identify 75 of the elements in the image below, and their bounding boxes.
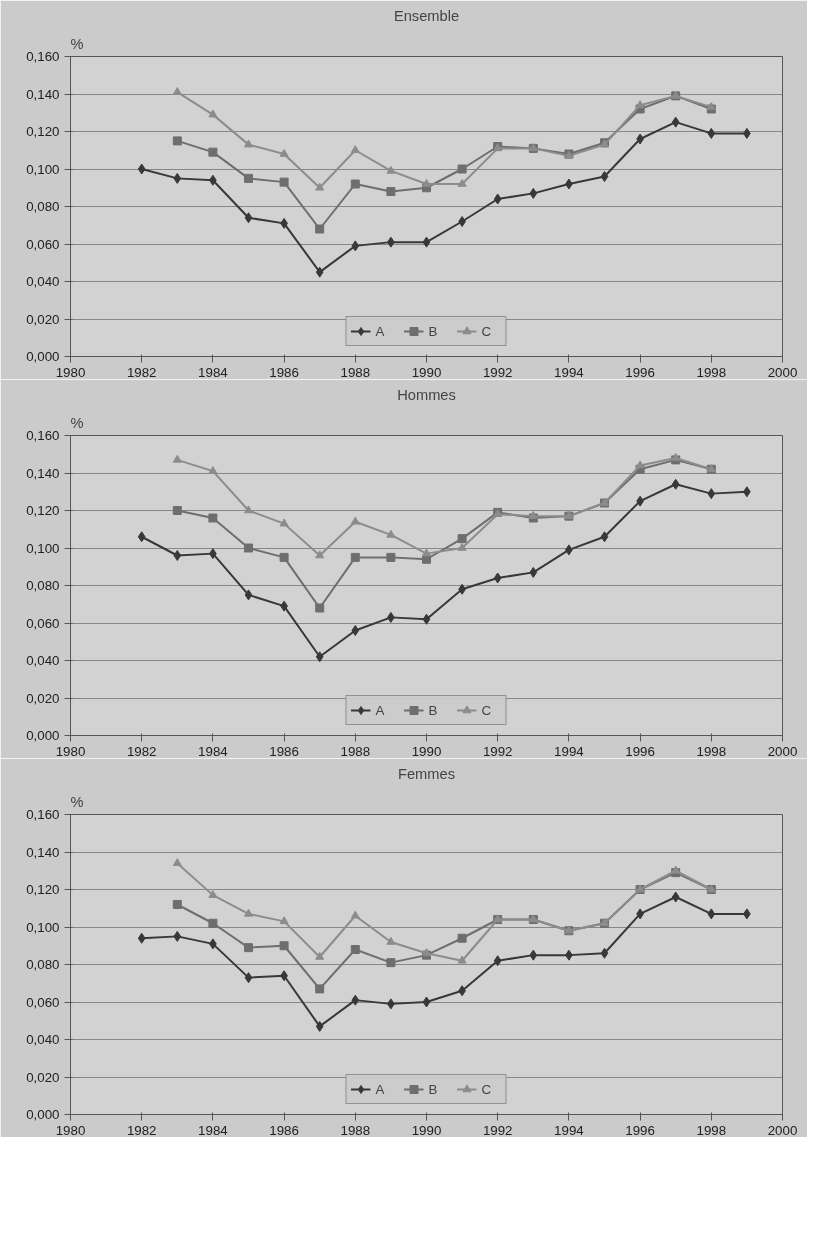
x-tick-label: 1990 (411, 743, 442, 759)
x-tick-label: 1988 (340, 743, 371, 759)
y-tick-label: 0,020 (26, 1069, 60, 1085)
x-tick-label: 2000 (767, 743, 798, 759)
x-tick-label: 1984 (198, 743, 229, 759)
y-tick-label: 0,160 (26, 49, 60, 64)
chart-title: Ensemble (393, 7, 460, 24)
y-tick-label: 0,080 (26, 957, 60, 972)
y-tick-label: 0,080 (26, 199, 60, 214)
x-tick-label: 1988 (340, 364, 371, 380)
y-tick-label: 0,120 (26, 503, 60, 518)
y-tick-label: 0,060 (26, 615, 60, 631)
x-tick-label: 1980 (55, 364, 86, 380)
y-tick-label: 0,100 (26, 161, 60, 177)
x-tick-label: 1980 (55, 743, 86, 759)
x-tick-label: 1992 (482, 1122, 513, 1138)
y-tick-label: 0,040 (26, 653, 60, 668)
x-tick-label: 1996 (625, 743, 655, 759)
y-axis-title: % (70, 793, 84, 810)
x-tick-label: 1998 (696, 1122, 727, 1138)
y-tick-label: 0,000 (26, 728, 60, 743)
x-tick-label: 1994 (554, 743, 585, 759)
chart-title: Hommes (397, 386, 456, 403)
y-tick-label: 0,020 (26, 690, 60, 706)
chart-title: Femmes (398, 765, 456, 782)
x-tick-label: 1992 (482, 364, 513, 380)
legend-label: B (428, 323, 439, 339)
y-tick-label: 0,040 (26, 274, 60, 289)
x-tick-label: 1990 (411, 1122, 442, 1138)
y-tick-label: 0,140 (26, 86, 60, 102)
y-tick-label: 0,160 (26, 428, 60, 443)
x-tick-label: 2000 (767, 1122, 798, 1138)
y-tick-label: 0,140 (26, 844, 60, 860)
x-tick-label: 1988 (340, 1122, 371, 1138)
y-tick-label: 0,080 (26, 578, 60, 593)
x-tick-label: 1984 (198, 1122, 229, 1138)
x-tick-label: 1984 (198, 364, 229, 380)
y-tick-label: 0,160 (26, 807, 60, 822)
x-tick-label: 1998 (696, 364, 727, 380)
x-tick-label: 1994 (554, 364, 585, 380)
x-tick-label: 1992 (482, 743, 513, 759)
y-tick-label: 0,100 (26, 540, 60, 556)
legend-label: B (428, 702, 439, 718)
legend-label: C (481, 1081, 493, 1097)
x-tick-label: 1986 (269, 364, 299, 380)
x-tick-label: 1980 (55, 1122, 86, 1138)
x-tick-label: 2000 (767, 364, 798, 380)
legend-label: A (375, 702, 386, 718)
y-tick-label: 0,100 (26, 919, 60, 935)
legend-label: C (481, 702, 493, 718)
x-tick-label: 1996 (625, 364, 655, 380)
x-tick-label: 1998 (696, 743, 727, 759)
x-tick-label: 1982 (126, 364, 157, 380)
y-tick-label: 0,060 (26, 994, 60, 1010)
y-tick-label: 0,140 (26, 465, 60, 481)
y-tick-label: 0,120 (26, 124, 60, 139)
y-tick-label: 0,020 (26, 311, 60, 327)
y-axis-title: % (70, 414, 84, 431)
x-tick-label: 1986 (269, 743, 299, 759)
x-tick-label: 1982 (126, 743, 157, 759)
y-tick-label: 0,000 (26, 1107, 60, 1122)
y-tick-label: 0,040 (26, 1032, 60, 1047)
x-tick-label: 1990 (411, 364, 442, 380)
legend-label: A (375, 323, 386, 339)
x-tick-label: 1994 (554, 1122, 585, 1138)
legend-label: C (481, 323, 493, 339)
y-tick-label: 0,000 (26, 349, 60, 364)
x-tick-label: 1982 (126, 1122, 157, 1138)
legend-label: A (375, 1081, 386, 1097)
y-tick-label: 0,060 (26, 236, 60, 252)
y-tick-label: 0,120 (26, 882, 60, 897)
x-tick-label: 1986 (269, 1122, 299, 1138)
x-tick-label: 1996 (625, 1122, 655, 1138)
y-axis-title: % (70, 35, 84, 52)
legend-label: B (428, 1081, 439, 1097)
